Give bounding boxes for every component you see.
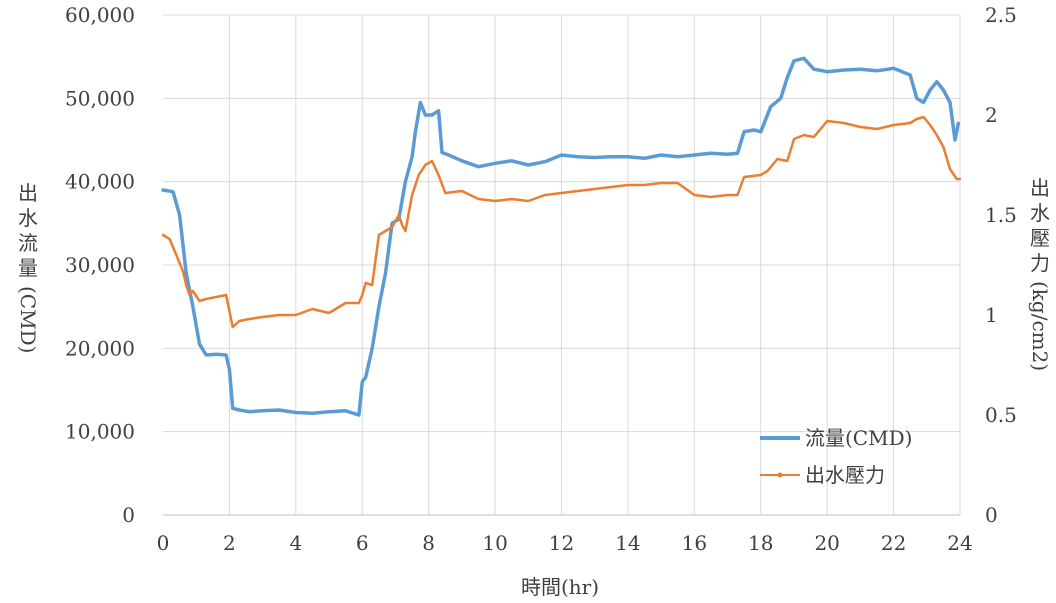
legend-label-pressure: 出水壓力 bbox=[805, 463, 885, 487]
left-axis-title-char: 水 bbox=[18, 206, 38, 230]
legend-marker-pressure bbox=[777, 472, 783, 478]
x-tick-label: 0 bbox=[157, 531, 170, 555]
axes bbox=[163, 15, 961, 516]
x-tick-label: 2 bbox=[223, 531, 236, 555]
x-tick-label: 16 bbox=[682, 531, 707, 555]
y-right-tick-label: 1.5 bbox=[985, 203, 1017, 227]
y-right-tick-label: 2.5 bbox=[985, 3, 1017, 27]
x-tick-label: 14 bbox=[615, 531, 640, 555]
left-axis-title-unit: (CMD) bbox=[16, 286, 40, 353]
y-left-tick-label: 30,000 bbox=[65, 253, 135, 277]
right-axis-title-unit: (kg/cm2) bbox=[1028, 281, 1052, 371]
x-tick-label: 10 bbox=[482, 531, 507, 555]
right-axis-title-char: 壓 bbox=[1030, 226, 1050, 250]
x-tick-label: 20 bbox=[814, 531, 839, 555]
x-tick-label: 18 bbox=[748, 531, 773, 555]
left-axis-title-char: 流 bbox=[18, 231, 38, 255]
x-tick-label: 12 bbox=[549, 531, 574, 555]
x-tick-label: 24 bbox=[947, 531, 972, 555]
y-left-tick-label: 60,000 bbox=[65, 3, 135, 27]
x-tick-label: 22 bbox=[881, 531, 906, 555]
x-axis-title: 時間(hr) bbox=[521, 575, 599, 599]
y-right-tick-label: 0.5 bbox=[985, 403, 1017, 427]
x-tick-label: 4 bbox=[289, 531, 302, 555]
right-axis-title-char: 水 bbox=[1030, 201, 1050, 225]
y-left-tick-label: 10,000 bbox=[65, 420, 135, 444]
tick-labels: 0 2 4 6 8 10 12 14 16 18 20 22 24010,00020,00030,000… bbox=[65, 3, 1017, 555]
legend-label-flow: 流量(CMD) bbox=[805, 426, 912, 450]
left-axis-title-char: 量 bbox=[18, 256, 38, 280]
series-lines bbox=[161, 56, 962, 417]
y-left-tick-label: 50,000 bbox=[65, 86, 135, 110]
y-right-tick-label: 1 bbox=[985, 303, 998, 327]
x-tick-label: 6 bbox=[356, 531, 369, 555]
pressure-series-line bbox=[161, 115, 962, 329]
y-left-tick-label: 0 bbox=[122, 503, 135, 527]
y-right-tick-label: 2 bbox=[985, 103, 998, 127]
y-left-tick-label: 20,000 bbox=[65, 336, 135, 360]
right-axis-title-char: 力 bbox=[1030, 251, 1050, 275]
left-axis-title-char: 出 bbox=[18, 181, 38, 205]
x-tick-label: 8 bbox=[422, 531, 435, 555]
right-axis-title-char: 出 bbox=[1030, 176, 1050, 200]
legend: 流量(CMD) 出水壓力 bbox=[760, 426, 912, 487]
y-left-tick-label: 40,000 bbox=[65, 170, 135, 194]
flow-series-line bbox=[161, 56, 961, 417]
right-axis-title: 出水壓力 (kg/cm2) bbox=[1028, 176, 1052, 371]
y-right-tick-label: 0 bbox=[985, 503, 998, 527]
